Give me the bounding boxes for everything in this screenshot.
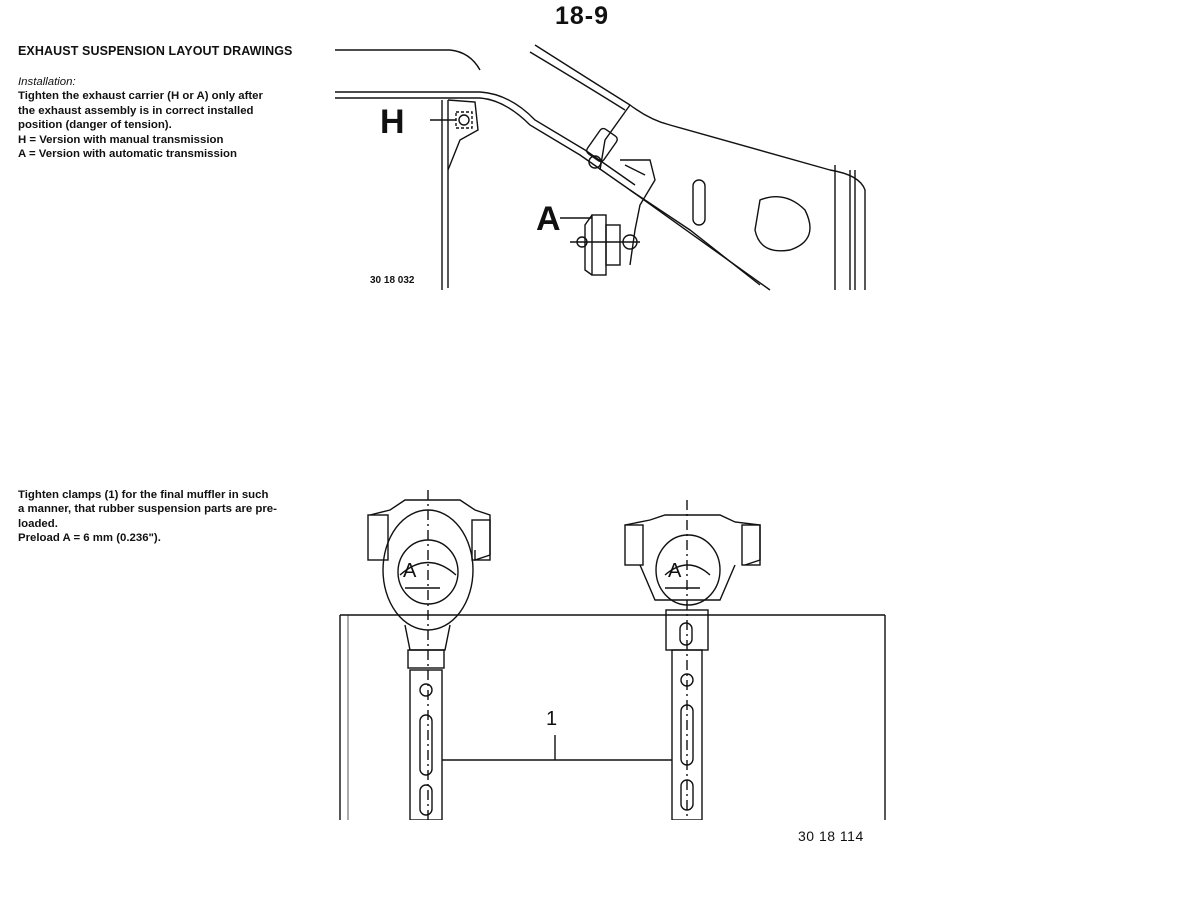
installation-line: the exhaust assembly is in correct insta… bbox=[18, 104, 254, 117]
label-a: A bbox=[536, 200, 561, 238]
muffler-clamp-drawing bbox=[339, 490, 886, 823]
installation-line: position (danger of tension). bbox=[18, 119, 172, 132]
clamp-line: Tighten clamps (1) for the final muffler… bbox=[18, 489, 269, 501]
installation-line: Tighten the exhaust carrier (H or A) onl… bbox=[18, 90, 263, 103]
page-number: 18-9 bbox=[554, 2, 610, 30]
label-h: H bbox=[380, 103, 405, 141]
exhaust-carrier-drawing bbox=[335, 44, 866, 291]
installation-text: Installation: Tighten the exhaust carrie… bbox=[18, 75, 318, 161]
clamp-line: a manner, that rubber suspension parts a… bbox=[18, 503, 277, 516]
clamp-line: Preload A = 6 mm (0.236"). bbox=[18, 532, 161, 545]
label-a-right: A bbox=[668, 560, 682, 582]
label-clamp-1: 1 bbox=[546, 708, 558, 730]
installation-label: Installation: bbox=[18, 76, 76, 88]
figure-bottom: A A 1 30 18 114 bbox=[330, 480, 890, 844]
figure-top: H A 30 18 032 bbox=[330, 30, 875, 300]
clamp-line: loaded. bbox=[18, 517, 58, 530]
figure-number-top: 30 18 032 bbox=[370, 275, 415, 286]
section-title: EXHAUST SUSPENSION LAYOUT DRAWINGS bbox=[18, 44, 293, 58]
installation-line: H = Version with manual transmission bbox=[18, 133, 224, 146]
label-a-left: A bbox=[403, 560, 417, 582]
clamp-text: Tighten clamps (1) for the final muffler… bbox=[18, 488, 318, 546]
figure-number-bottom: 30 18 114 bbox=[798, 828, 864, 844]
installation-line: A = Version with automatic transmission bbox=[18, 148, 237, 161]
